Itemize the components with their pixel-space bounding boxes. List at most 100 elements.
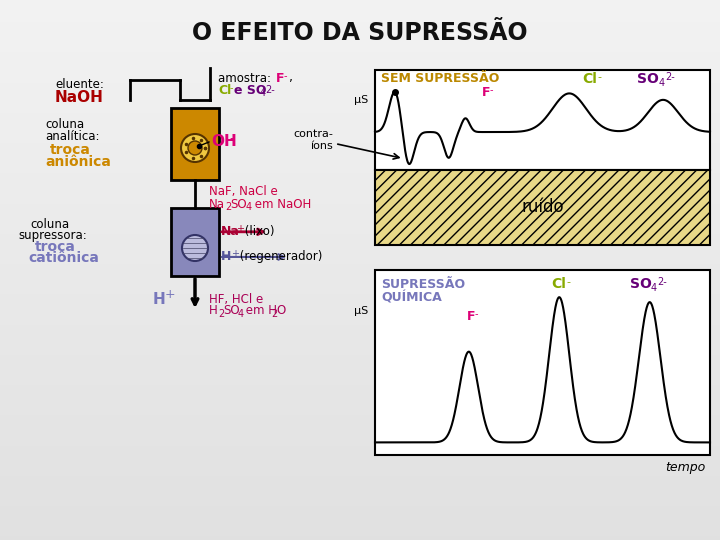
Bar bbox=[0, 153, 720, 154]
Bar bbox=[0, 249, 720, 250]
Bar bbox=[0, 250, 720, 251]
Bar bbox=[0, 23, 720, 24]
Bar bbox=[0, 522, 720, 523]
Bar bbox=[0, 220, 720, 221]
Bar bbox=[0, 377, 720, 378]
Bar bbox=[0, 317, 720, 318]
Bar bbox=[0, 349, 720, 350]
Bar bbox=[0, 44, 720, 45]
Bar bbox=[0, 511, 720, 512]
Bar bbox=[0, 283, 720, 284]
Bar bbox=[0, 255, 720, 256]
Text: íons: íons bbox=[310, 140, 333, 151]
Bar bbox=[0, 426, 720, 427]
Bar bbox=[0, 312, 720, 313]
Bar bbox=[0, 18, 720, 19]
Text: NaF, NaCl e: NaF, NaCl e bbox=[209, 186, 278, 199]
Bar bbox=[0, 176, 720, 177]
Bar bbox=[0, 107, 720, 108]
Bar bbox=[0, 72, 720, 73]
Bar bbox=[0, 66, 720, 67]
Bar bbox=[0, 366, 720, 367]
Bar bbox=[0, 17, 720, 18]
Bar bbox=[0, 420, 720, 421]
Bar bbox=[0, 309, 720, 310]
Bar bbox=[0, 96, 720, 97]
Bar bbox=[0, 98, 720, 99]
Bar bbox=[0, 483, 720, 484]
Bar bbox=[0, 443, 720, 444]
Bar bbox=[0, 224, 720, 225]
Bar bbox=[0, 133, 720, 134]
Text: coluna: coluna bbox=[30, 219, 69, 232]
Bar bbox=[0, 311, 720, 312]
Bar bbox=[0, 144, 720, 145]
Bar bbox=[0, 487, 720, 488]
Bar bbox=[0, 264, 720, 265]
Bar bbox=[0, 490, 720, 491]
Bar bbox=[0, 529, 720, 530]
Bar bbox=[0, 327, 720, 328]
Bar bbox=[0, 155, 720, 156]
Bar bbox=[0, 536, 720, 537]
Bar bbox=[0, 263, 720, 264]
Bar bbox=[0, 313, 720, 314]
Bar bbox=[0, 259, 720, 260]
Bar bbox=[0, 431, 720, 432]
Bar bbox=[0, 356, 720, 357]
Bar bbox=[0, 110, 720, 111]
Bar bbox=[0, 440, 720, 441]
Bar bbox=[0, 510, 720, 511]
Bar bbox=[0, 162, 720, 163]
Bar bbox=[0, 491, 720, 492]
Text: SEM SUPRESSÃO: SEM SUPRESSÃO bbox=[381, 72, 500, 85]
Bar bbox=[0, 163, 720, 164]
Bar bbox=[0, 382, 720, 383]
Bar bbox=[0, 519, 720, 520]
Bar bbox=[0, 442, 720, 443]
Bar bbox=[0, 389, 720, 390]
Bar bbox=[0, 194, 720, 195]
Bar bbox=[0, 292, 720, 293]
Bar bbox=[0, 475, 720, 476]
Text: e SO: e SO bbox=[234, 84, 266, 97]
Bar bbox=[0, 128, 720, 129]
Text: ,: , bbox=[289, 71, 293, 84]
Bar bbox=[0, 62, 720, 63]
Bar bbox=[0, 378, 720, 379]
Text: 4: 4 bbox=[246, 202, 252, 212]
Bar bbox=[0, 33, 720, 34]
Text: tempo: tempo bbox=[665, 462, 705, 475]
Bar bbox=[0, 403, 720, 404]
Bar bbox=[0, 462, 720, 463]
Bar bbox=[0, 332, 720, 333]
Bar bbox=[0, 301, 720, 302]
Bar bbox=[0, 411, 720, 412]
Bar bbox=[0, 459, 720, 460]
Bar bbox=[0, 436, 720, 437]
Bar bbox=[0, 245, 720, 246]
Bar bbox=[0, 244, 720, 245]
Bar bbox=[0, 254, 720, 255]
Bar bbox=[0, 328, 720, 329]
Bar bbox=[0, 221, 720, 222]
Bar bbox=[0, 391, 720, 392]
Bar bbox=[0, 171, 720, 172]
Bar bbox=[0, 212, 720, 213]
Text: -: - bbox=[490, 85, 493, 95]
Bar bbox=[0, 165, 720, 166]
Bar bbox=[0, 384, 720, 385]
Bar bbox=[0, 329, 720, 330]
Bar bbox=[0, 526, 720, 527]
Bar bbox=[0, 42, 720, 43]
Bar bbox=[0, 368, 720, 369]
Bar bbox=[0, 361, 720, 362]
Bar bbox=[0, 27, 720, 28]
Bar bbox=[0, 379, 720, 380]
Bar bbox=[0, 151, 720, 152]
Bar bbox=[0, 137, 720, 138]
Bar bbox=[0, 432, 720, 433]
Circle shape bbox=[181, 134, 209, 162]
Bar bbox=[0, 280, 720, 281]
Text: contra-: contra- bbox=[293, 129, 333, 139]
